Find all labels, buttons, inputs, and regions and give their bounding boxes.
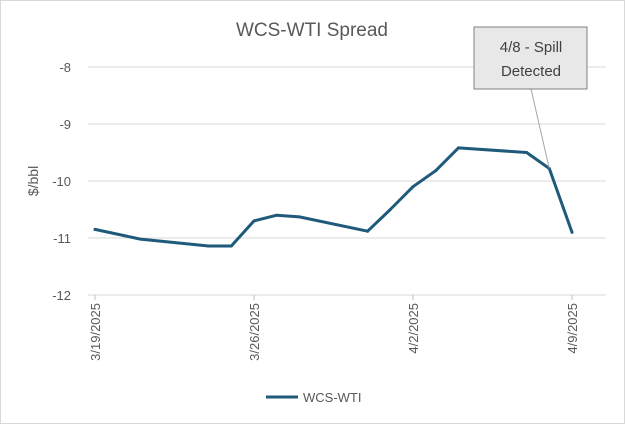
x-tick-label: 3/19/2025: [88, 303, 103, 361]
x-tick-label: 4/2/2025: [406, 303, 421, 354]
data-point: [570, 230, 574, 234]
x-tick-label: 4/9/2025: [565, 303, 580, 354]
data-point: [434, 169, 438, 173]
data-point: [275, 213, 279, 217]
x-tick-label: 3/26/2025: [247, 303, 262, 361]
annotation-text-line1: 4/8 - Spill: [500, 39, 563, 56]
data-point: [207, 244, 211, 248]
data-point: [297, 215, 301, 219]
y-tick-label: -11: [53, 231, 71, 246]
data-point: [138, 237, 142, 241]
x-axis-ticks: 3/19/2025 3/26/2025 4/2/2025 4/9/2025: [88, 295, 580, 361]
annotation-callout: 4/8 - Spill Detected: [473, 26, 588, 169]
annotation-leader-line: [530, 88, 550, 169]
y-tick-label: -12: [52, 288, 71, 303]
data-point: [388, 208, 392, 211]
gridlines: [88, 66, 606, 296]
data-point: [525, 151, 529, 154]
chart-title: WCS-WTI Spread: [236, 20, 388, 41]
y-axis-ticks: -8 -9 -10 -11 -12: [52, 60, 71, 303]
y-tick-label: -9: [59, 117, 71, 132]
annotation-box: [473, 26, 588, 90]
legend-label-wcs-wti: WCS-WTI: [303, 390, 361, 405]
data-point: [366, 229, 370, 233]
data-point: [252, 219, 256, 223]
legend: WCS-WTI: [266, 390, 361, 405]
series-line-wcs-wti: [93, 146, 574, 248]
annotation-text-line2: Detected: [501, 63, 561, 80]
data-point: [456, 146, 460, 150]
y-tick-label: -10: [52, 174, 71, 189]
data-point: [411, 185, 415, 189]
data-point: [93, 227, 97, 231]
y-tick-label: -8: [59, 60, 71, 75]
y-axis-title: $/bbl: [25, 166, 41, 196]
data-point: [229, 244, 233, 248]
series-layer: [93, 146, 574, 248]
